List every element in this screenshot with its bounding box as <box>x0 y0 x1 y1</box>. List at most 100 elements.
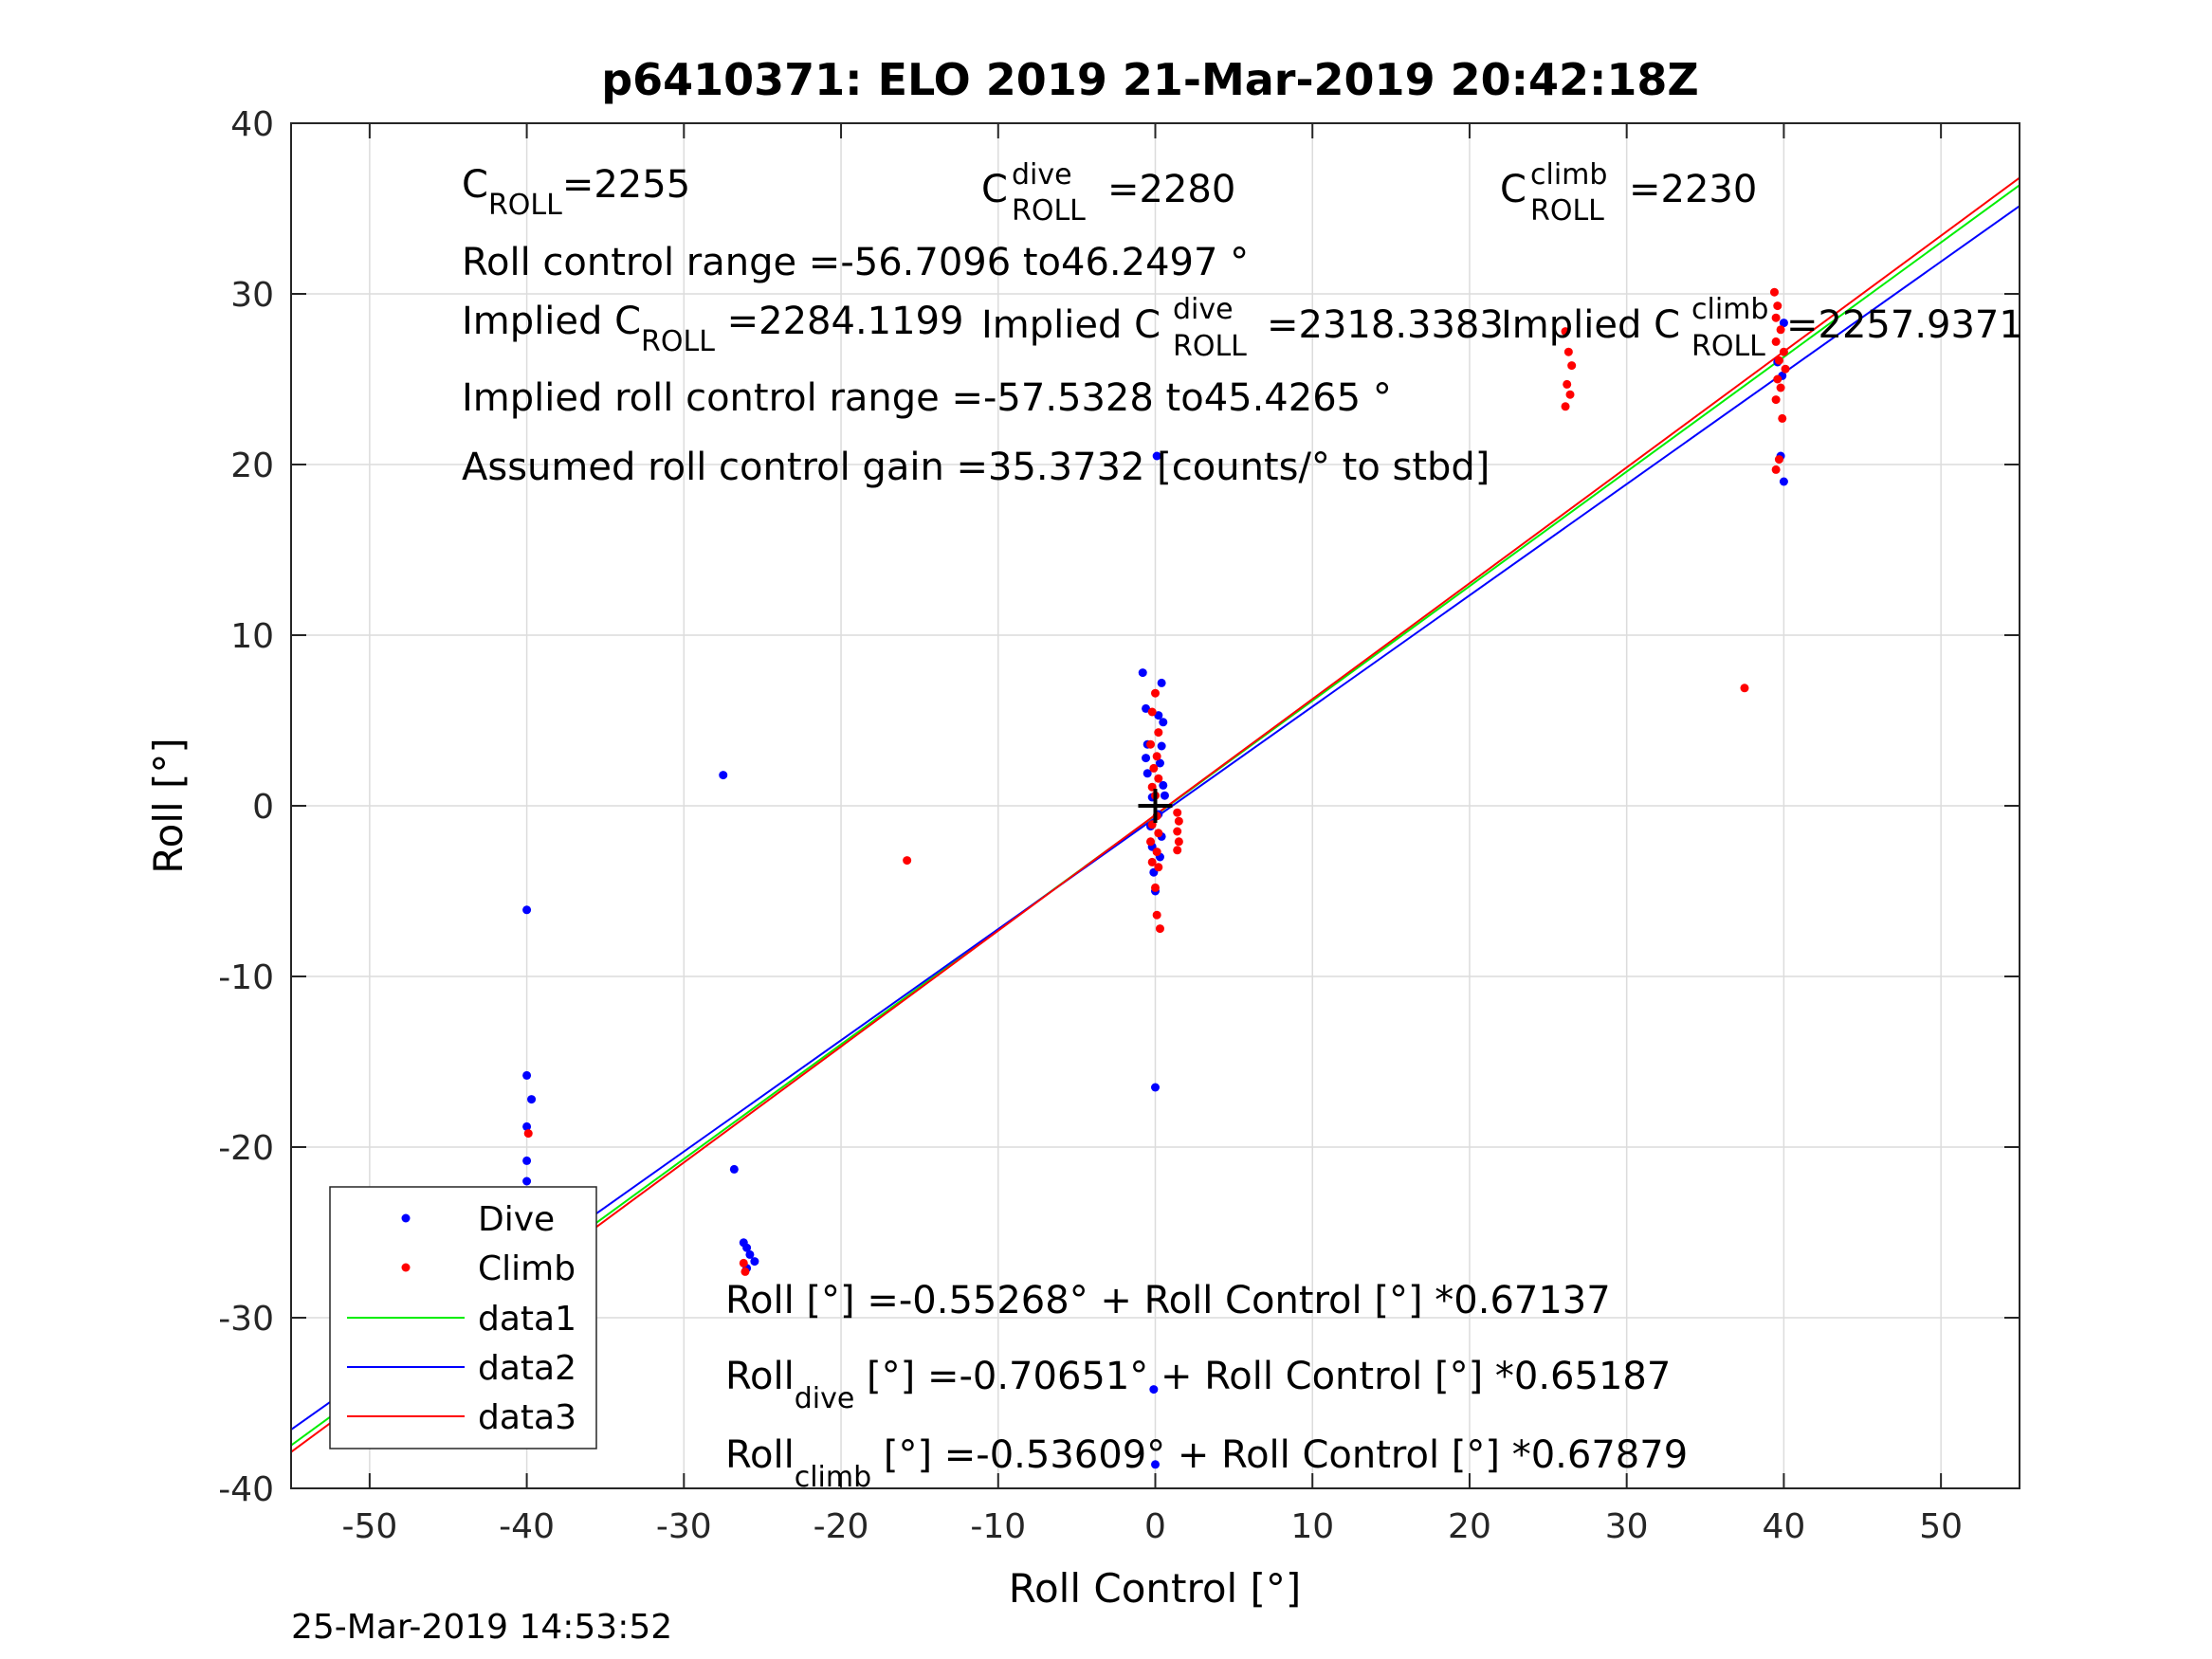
x-tick-label: 20 <box>1448 1507 1491 1546</box>
climb-point <box>1779 347 1788 356</box>
y-tick-label: -30 <box>218 1300 274 1339</box>
c-roll-dive-annotation: C <box>981 168 1008 211</box>
c-roll-climb-annotation: C <box>1500 168 1526 211</box>
implied-c-roll-climb-value: =2257.9371 <box>1786 303 2023 347</box>
legend-data3-label: data3 <box>478 1398 576 1437</box>
climb-point <box>1154 829 1163 838</box>
climb-point <box>1173 827 1182 836</box>
climb-point <box>1776 325 1785 335</box>
roll-control-gain: Assumed roll control gain =35.3732 [coun… <box>462 446 1490 489</box>
chart-title: p6410371: ELO 2019 21-Mar-2019 20:42:18Z <box>601 54 1699 105</box>
climb-point <box>1561 402 1570 411</box>
climb-point <box>1152 752 1161 761</box>
implied-c-roll-dive-sub: ROLL <box>1173 330 1247 363</box>
x-tick-label: 30 <box>1605 1507 1649 1546</box>
fit-equation-all: Roll [°] =-0.55268° + Roll Control [°] *… <box>725 1279 1611 1322</box>
x-tick-label: -30 <box>656 1507 712 1546</box>
roll-control-range: Roll control range =-56.7096 to46.2497 ° <box>462 241 1249 284</box>
fit-equation-climb: Rollclimb [°] =-0.53609° + Roll Control … <box>725 1433 1688 1494</box>
climb-point <box>1154 728 1163 738</box>
x-tick-labels: -50 -40 -30 -20 -10 0 10 20 30 40 50 <box>341 1507 1963 1546</box>
climb-point <box>1565 390 1575 399</box>
climb-point <box>1778 413 1787 423</box>
dive-point <box>1138 668 1147 678</box>
legend-data2-label: data2 <box>478 1349 576 1388</box>
climb-point <box>1769 287 1779 297</box>
c-roll-dive-sub: ROLL <box>1012 194 1086 228</box>
dive-point <box>1159 780 1168 790</box>
climb-point <box>1155 924 1164 934</box>
dive-point <box>745 1249 755 1259</box>
y-tick-label: -10 <box>218 958 274 997</box>
implied-c-roll-climb-sub: ROLL <box>1691 330 1765 363</box>
dive-point <box>522 1070 532 1080</box>
dive-point <box>750 1257 759 1267</box>
dive-point <box>1151 1460 1160 1469</box>
climb-point <box>1149 763 1159 773</box>
c-roll-dive-sup: dive <box>1012 158 1072 191</box>
y-axis-label: Roll [°] <box>145 738 192 873</box>
climb-point <box>1567 361 1577 371</box>
climb-point <box>1771 395 1781 405</box>
climb-point <box>1154 774 1163 783</box>
climb-point <box>1151 883 1160 892</box>
climb-point <box>1563 379 1572 389</box>
dive-point <box>1151 1083 1160 1092</box>
y-tick-label: 30 <box>230 276 274 315</box>
climb-point <box>1174 837 1183 847</box>
climb-point <box>1774 455 1783 465</box>
dive-point <box>522 1156 532 1165</box>
climb-point <box>1147 707 1157 717</box>
legend-climb-marker <box>401 1263 411 1272</box>
climb-point <box>740 1267 750 1276</box>
y-tick-label: -20 <box>218 1129 274 1168</box>
dive-point <box>719 771 728 780</box>
dive-point <box>1779 477 1788 486</box>
y-tick-label: 10 <box>230 617 274 656</box>
climb-point <box>1773 374 1782 384</box>
dive-point <box>1159 718 1168 727</box>
climb-point <box>1152 910 1161 920</box>
climb-point <box>1781 364 1790 374</box>
climb-point <box>1774 356 1783 365</box>
x-tick-label: 50 <box>1919 1507 1963 1546</box>
c-roll-climb-sup: climb <box>1530 158 1607 191</box>
x-tick-label: -20 <box>814 1507 869 1546</box>
climb-point <box>1173 846 1182 855</box>
legend: Dive Climb data1 data2 data3 <box>329 1186 597 1449</box>
legend-data1-label: data1 <box>478 1300 576 1339</box>
axis-ticks <box>291 122 2020 1489</box>
climb-point <box>1173 808 1182 817</box>
legend-dive-marker <box>401 1213 411 1223</box>
implied-c-roll: Implied CROLL =2284.1199 <box>462 300 963 358</box>
implied-c-roll-dive-sup: dive <box>1173 293 1234 326</box>
dive-point <box>522 1121 532 1131</box>
y-tick-label: 20 <box>230 447 274 485</box>
legend-climb-label: Climb <box>478 1249 576 1288</box>
dive-point <box>1142 703 1151 713</box>
dive-point <box>1155 758 1164 768</box>
climb-point <box>1563 347 1573 356</box>
dive-point <box>522 905 532 915</box>
x-tick-label: 0 <box>1144 1507 1166 1546</box>
x-tick-label: -10 <box>970 1507 1026 1546</box>
y-tick-label: -40 <box>218 1470 274 1509</box>
c-roll-dive-value: =2280 <box>1107 168 1235 211</box>
climb-point <box>1771 465 1781 474</box>
c-roll-climb-value: =2230 <box>1629 168 1757 211</box>
dive-point <box>729 1164 739 1174</box>
climb-point <box>1174 816 1183 826</box>
implied-c-roll-climb: Implied C <box>1501 303 1680 347</box>
fit-equation-dive: Rolldive [°] =-0.70651° + Roll Control [… <box>725 1355 1671 1415</box>
c-roll-climb-sub: ROLL <box>1530 194 1604 228</box>
climb-point <box>1146 837 1156 847</box>
dive-point <box>1157 678 1166 687</box>
climb-point <box>1776 383 1785 392</box>
y-tick-label: 40 <box>230 105 274 144</box>
dive-point <box>1779 319 1788 328</box>
center-marker <box>1138 789 1173 823</box>
dive-point <box>1143 769 1152 778</box>
timestamp: 25-Mar-2019 14:53:52 <box>291 1608 672 1647</box>
dive-point <box>527 1095 537 1104</box>
